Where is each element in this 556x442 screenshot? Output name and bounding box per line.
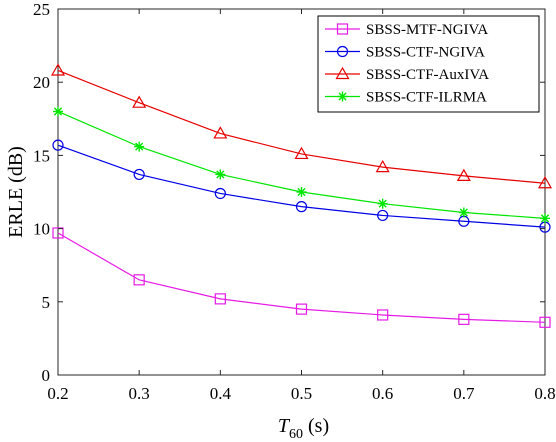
series-line-sbss-ctf-auxiva bbox=[57, 69, 546, 184]
legend-label-sbss-ctf-ngiva: SBSS-CTF-NGIVA bbox=[366, 45, 485, 61]
legend-marker-sbss-ctf-auxiva bbox=[335, 66, 350, 80]
data-point-sbss-mtf-ngiva bbox=[52, 227, 64, 239]
y-axis-label: ERLE (dB) bbox=[5, 146, 27, 238]
asterisk-stroke bbox=[338, 92, 347, 101]
data-point-sbss-mtf-ngiva bbox=[539, 316, 551, 328]
legend-marker-sbss-ctf-ilrma bbox=[337, 91, 348, 102]
x-axis-label-main: T bbox=[278, 415, 291, 437]
data-point-sbss-mtf-ngiva bbox=[458, 313, 470, 325]
data-point-sbss-ctf-ilrma bbox=[296, 187, 307, 197]
asterisk-stroke bbox=[540, 214, 550, 223]
data-point-sbss-ctf-auxiva bbox=[50, 63, 66, 76]
asterisk-stroke bbox=[216, 170, 225, 179]
data-point-sbss-ctf-ilrma bbox=[215, 169, 226, 180]
data-point-sbss-mtf-ngiva bbox=[295, 303, 308, 315]
asterisk-stroke bbox=[378, 199, 387, 208]
data-point-sbss-ctf-ilrma bbox=[53, 106, 63, 117]
series-line-sbss-ctf-ilrma bbox=[57, 110, 546, 219]
data-point-sbss-ctf-ilrma bbox=[134, 141, 145, 152]
legend: SBSS-MTF-NGIVA SBSS-CTF-NGIVA SBSS-CTF-Aux… bbox=[317, 15, 540, 113]
data-point-sbss-ctf-auxiva bbox=[456, 168, 471, 181]
series-layer bbox=[50, 63, 553, 328]
legend-label-sbss-mtf-ngiva: SBSS-MTF-NGIVA bbox=[366, 22, 488, 38]
asterisk-stroke bbox=[53, 107, 63, 116]
x-tick-label: 0.5 bbox=[291, 384, 312, 403]
x-tick-label: 0.3 bbox=[129, 384, 150, 403]
data-point-sbss-ctf-ilrma bbox=[540, 213, 550, 224]
y-tick-label: 20 bbox=[33, 73, 50, 92]
x-tick-label: 0.6 bbox=[372, 384, 393, 403]
data-point-sbss-ctf-auxiva bbox=[294, 146, 309, 160]
data-point-sbss-ctf-auxiva bbox=[375, 159, 390, 173]
legend-label-sbss-ctf-ilrma: SBSS-CTF-ILRMA bbox=[366, 90, 487, 106]
data-point-sbss-ctf-auxiva bbox=[132, 95, 147, 108]
ticks-layer: 0.2 0.3 0.4 0.5 0.6 0.7 0.8 0 5 10 15 20 25 bbox=[33, 0, 556, 403]
x-tick-label: 0.2 bbox=[47, 384, 68, 403]
data-point-sbss-ctf-auxiva bbox=[213, 126, 228, 139]
y-tick-label: 10 bbox=[33, 220, 50, 239]
x-axis-label: T60 (s) bbox=[278, 415, 329, 442]
data-point-sbss-ctf-ilrma bbox=[377, 198, 388, 209]
asterisk-stroke bbox=[459, 208, 468, 217]
data-point-sbss-mtf-ngiva bbox=[214, 293, 226, 305]
data-point-sbss-ctf-ilrma bbox=[458, 207, 469, 218]
legend-marker-sbss-ctf-ngiva bbox=[336, 45, 349, 58]
data-point-sbss-ctf-ngiva bbox=[377, 209, 389, 222]
data-point-sbss-ctf-ngiva bbox=[52, 139, 64, 151]
x-tick-label: 0.8 bbox=[534, 384, 555, 403]
data-point-sbss-ctf-ngiva bbox=[133, 168, 145, 181]
series-line-sbss-ctf-ngiva bbox=[57, 144, 546, 228]
y-tick-label: 5 bbox=[42, 293, 51, 312]
data-point-sbss-ctf-ngiva bbox=[214, 187, 226, 200]
data-point-sbss-mtf-ngiva bbox=[133, 274, 145, 286]
y-tick-label: 25 bbox=[33, 0, 50, 19]
data-point-sbss-ctf-auxiva bbox=[537, 176, 553, 189]
x-axis-label-unit: (s) bbox=[303, 415, 329, 437]
series-line-sbss-mtf-ngiva bbox=[57, 232, 546, 323]
data-point-sbss-ctf-ngiva bbox=[295, 201, 308, 213]
asterisk-stroke bbox=[297, 187, 306, 197]
legend-label-sbss-ctf-auxiva: SBSS-CTF-AuxIVA bbox=[366, 67, 489, 83]
data-point-sbss-mtf-ngiva bbox=[377, 309, 389, 321]
y-tick-label: 15 bbox=[33, 146, 50, 165]
legend-marker-sbss-mtf-ngiva bbox=[336, 23, 349, 35]
asterisk-stroke bbox=[135, 142, 144, 151]
x-tick-label: 0.4 bbox=[210, 384, 232, 403]
x-tick-label: 0.7 bbox=[453, 384, 475, 403]
x-axis-label-subscript: 60 bbox=[289, 427, 303, 442]
y-tick-label: 0 bbox=[42, 366, 51, 385]
